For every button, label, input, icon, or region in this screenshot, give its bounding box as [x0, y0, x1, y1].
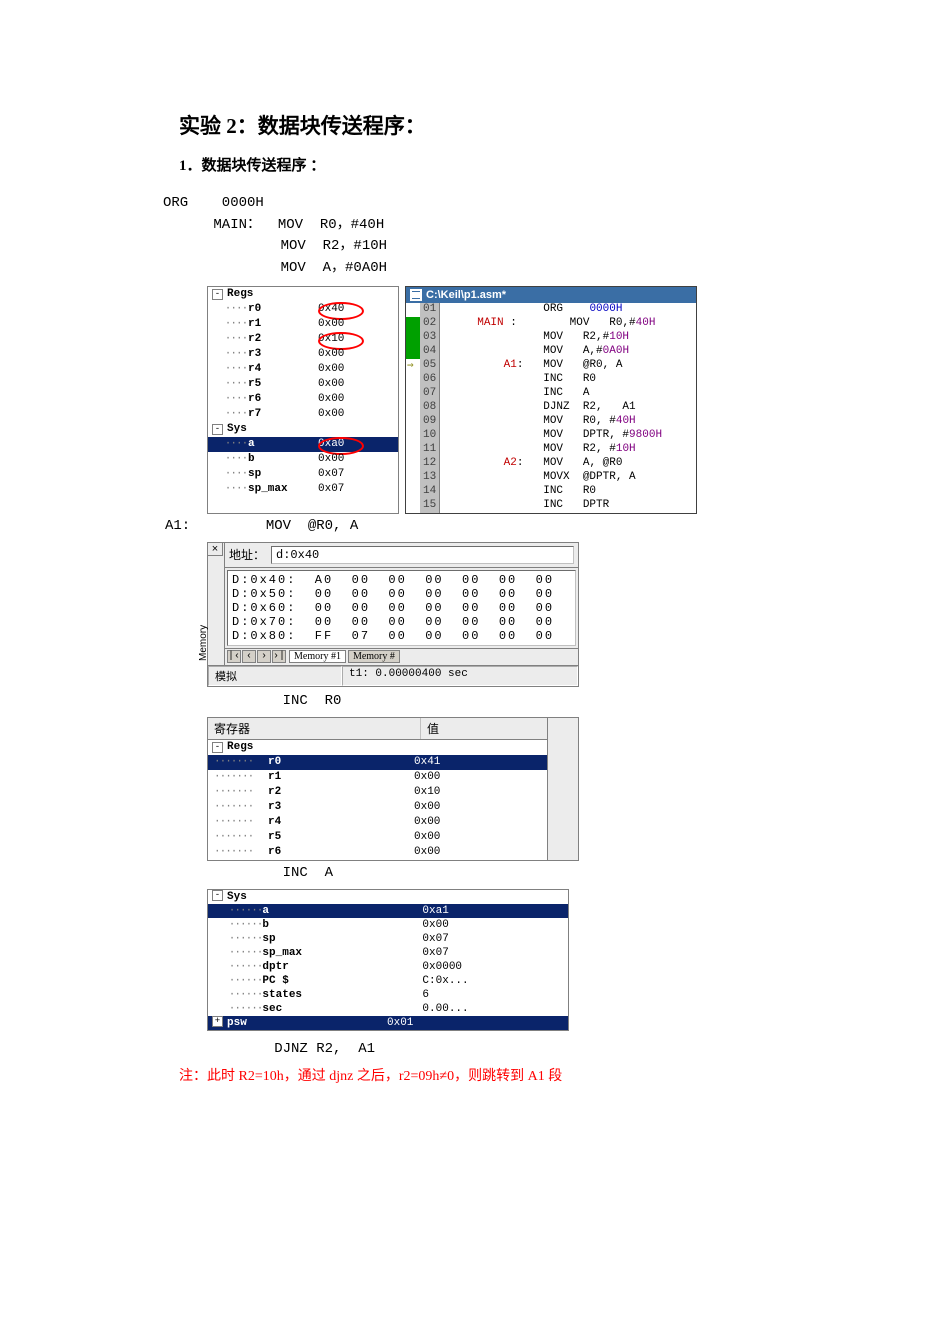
memory-tabs: |‹ ‹ › ›| Memory #1 Memory #	[225, 648, 578, 665]
reg-row[interactable]: ·····r00x40	[208, 302, 398, 317]
tab-first-icon[interactable]: |‹	[227, 650, 241, 663]
code-djnz: DJNZ R2, A1	[165, 1041, 780, 1057]
registers-panel-1: - Regs ·····r00x40 ·····r10x00 ·····r20x…	[207, 286, 399, 514]
code-line-gutter: 010203040506070809101112131415	[420, 303, 440, 513]
reg-row[interactable]: ·····r10x00	[208, 317, 398, 332]
doc-title: 实验 2：数据块传送程序：	[179, 110, 780, 140]
memory-row: D:0x50: 00 00 00 00 00 00 00	[232, 587, 571, 601]
reg-row[interactable]: ·······r50x00	[208, 830, 547, 845]
memory-row: D:0x60: 00 00 00 00 00 00 00	[232, 601, 571, 615]
collapse-icon[interactable]: -	[212, 424, 223, 435]
code-filename: C:\Keil\p1.asm*	[426, 289, 506, 301]
sys-row[interactable]: ······b0x00	[208, 918, 568, 932]
sys-row[interactable]: ······sp0x07	[208, 932, 568, 946]
memory-sidebar: × Memory	[208, 543, 225, 665]
reg-row[interactable]: ·····r60x00	[208, 392, 398, 407]
reg-row[interactable]: ·····r30x00	[208, 347, 398, 362]
register-table: 寄存器 值 -Regs ·······r00x41·······r10x00··…	[207, 717, 579, 861]
memory-row: D:0x40: A0 00 00 00 00 00 00	[232, 573, 571, 587]
reg-row[interactable]: ·····sp_max0x07	[208, 482, 398, 497]
memory-row: D:0x70: 00 00 00 00 00 00 00	[232, 615, 571, 629]
status-mode: 模拟	[208, 666, 342, 686]
doc-subtitle: 1．数据块传送程序 ：	[179, 154, 780, 175]
address-label: 地址：	[229, 546, 265, 563]
tab-prev-icon[interactable]: ‹	[242, 650, 256, 663]
regtable-header-value: 值	[421, 718, 445, 739]
collapse-icon[interactable]: -	[212, 742, 223, 753]
reg-row[interactable]: ·····r50x00	[208, 377, 398, 392]
reg-row[interactable]: ·····a0xa0	[208, 437, 398, 452]
code-intro: ORG 0000H MAIN： MOV R0，#40H MOV R2，#10H …	[163, 193, 780, 280]
code-panel: C:\Keil\p1.asm* 010203040506070809101112…	[405, 286, 697, 514]
sys-group[interactable]: - Sys	[208, 890, 568, 904]
regtable-header-name: 寄存器	[208, 718, 421, 739]
memory-dump[interactable]: D:0x40: A0 00 00 00 00 00 00D:0x50: 00 0…	[227, 570, 576, 646]
collapse-icon[interactable]: -	[212, 890, 223, 901]
reg-row[interactable]: ·······r20x10	[208, 785, 547, 800]
tab-next-icon[interactable]: ›	[257, 650, 271, 663]
memory-panel: × Memory 地址： d:0x40 D:0x40: A0 00 00 00 …	[207, 542, 579, 687]
sys-panel: - Sys ······a0xa1 ······b0x00 ······sp0x…	[207, 889, 569, 1031]
reg-row[interactable]: ·····r40x00	[208, 362, 398, 377]
sys-row[interactable]: ······sec0.00...	[208, 1002, 568, 1016]
note-text: 注：此时 R2=10h，通过 djnz 之后，r2=09h≠0，则跳转到 A1 …	[179, 1065, 780, 1085]
memory-row: D:0x80: FF 07 00 00 00 00 00	[232, 629, 571, 643]
sys-row-psw[interactable]: + psw 0x01	[208, 1016, 568, 1030]
code-a1: A1: MOV @R0, A	[165, 518, 780, 534]
reg-row[interactable]: ·····r20x10	[208, 332, 398, 347]
sys-row[interactable]: ······sp_max0x07	[208, 946, 568, 960]
code-marker-gutter	[406, 303, 420, 513]
code-inc-r0: INC R0	[165, 693, 780, 709]
reg-row[interactable]: ·······r10x00	[208, 770, 547, 785]
reg-row[interactable]: ·······r40x00	[208, 815, 547, 830]
document-icon	[410, 289, 422, 301]
regs-group[interactable]: - Regs	[208, 287, 398, 302]
sys-row[interactable]: ······dptr0x0000	[208, 960, 568, 974]
sys-group[interactable]: - Sys	[208, 422, 398, 437]
panel-row-1: - Regs ·····r00x40 ·····r10x00 ·····r20x…	[207, 286, 780, 514]
close-icon[interactable]: ×	[208, 543, 223, 556]
expand-icon[interactable]: +	[212, 1016, 223, 1027]
reg-row[interactable]: ·······r00x41	[208, 755, 547, 770]
sys-row[interactable]: ······a0xa1	[208, 904, 568, 918]
regs-group[interactable]: -Regs	[208, 740, 547, 755]
code-titlebar[interactable]: C:\Keil\p1.asm*	[406, 287, 696, 303]
tab-last-icon[interactable]: ›|	[272, 650, 286, 663]
address-input[interactable]: d:0x40	[271, 546, 574, 564]
memory-tab-2[interactable]: Memory #	[348, 650, 400, 663]
reg-row[interactable]: ·····b0x00	[208, 452, 398, 467]
status-time: t1: 0.00000400 sec	[342, 666, 578, 686]
sys-row[interactable]: ······PC $C:0x...	[208, 974, 568, 988]
reg-row[interactable]: ·····sp0x07	[208, 467, 398, 482]
code-lines[interactable]: ORG 0000H MAIN : MOV R0,#40H MOV R2,#10H…	[440, 303, 696, 513]
reg-row[interactable]: ·······r30x00	[208, 800, 547, 815]
reg-row[interactable]: ·····r70x00	[208, 407, 398, 422]
collapse-icon[interactable]: -	[212, 289, 223, 300]
sys-row[interactable]: ······states6	[208, 988, 568, 1002]
reg-row[interactable]: ·······r60x00	[208, 845, 547, 860]
code-inc-a: INC A	[165, 865, 780, 881]
memory-tab-1[interactable]: Memory #1	[289, 650, 346, 663]
blank-strip	[547, 718, 578, 860]
